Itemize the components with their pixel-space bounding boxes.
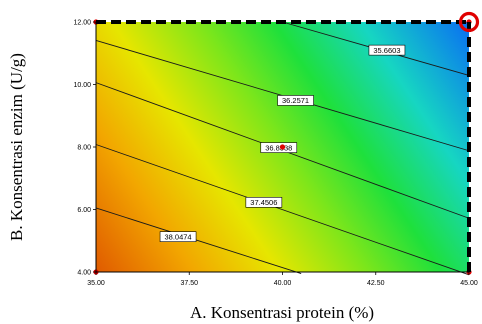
contour-label-3: 37.4506 xyxy=(250,198,277,207)
x-tick-label-2: 40.00 xyxy=(274,280,292,287)
contour-label-box-3 xyxy=(245,197,283,208)
design-point-4 xyxy=(279,144,286,150)
contour-label-2: 36.8538 xyxy=(265,143,292,152)
y-tick-label-2: 8.00 xyxy=(77,145,91,152)
y-axis-ticks: 4.00 6.00 8.00 10.00 12.00 xyxy=(73,20,96,277)
contour-label-box-4 xyxy=(159,231,197,242)
contour-label-box-2 xyxy=(260,142,298,153)
y-tick-label-1: 6.00 xyxy=(77,207,91,214)
contour-label-4: 38.0474 xyxy=(164,232,191,241)
x-tick-label-1: 37.50 xyxy=(180,280,198,287)
contour-label-1: 36.2571 xyxy=(282,96,309,105)
x-tick-label-4: 45.00 xyxy=(460,280,478,287)
highlight-marker xyxy=(458,11,480,33)
x-tick-label-3: 42.50 xyxy=(367,280,385,287)
contour-label-0: 35.6603 xyxy=(373,46,400,55)
x-axis-title: A. Konsentrasi protein (%) xyxy=(190,303,374,322)
highlight-circle xyxy=(458,11,480,33)
y-tick-label-3: 10.00 xyxy=(73,82,91,89)
y-tick-label-0: 4.00 xyxy=(77,270,91,277)
contour-line-4 xyxy=(95,207,302,274)
contour-label-box-0 xyxy=(368,44,406,56)
contour-label-box-1 xyxy=(277,95,314,106)
y-axis-title: B. Konsentrasi enzim (U/g) xyxy=(7,53,26,241)
contour-line-3 xyxy=(95,144,470,276)
y-tick-label-4: 12.00 xyxy=(73,20,91,27)
contour-lines: 35.6603 36.2571 36.8538 37.4506 38.0474 xyxy=(95,21,470,276)
x-tick-label-0: 35.00 xyxy=(87,280,105,287)
x-axis-ticks: 35.00 37.50 40.00 42.50 45.00 xyxy=(87,272,478,287)
